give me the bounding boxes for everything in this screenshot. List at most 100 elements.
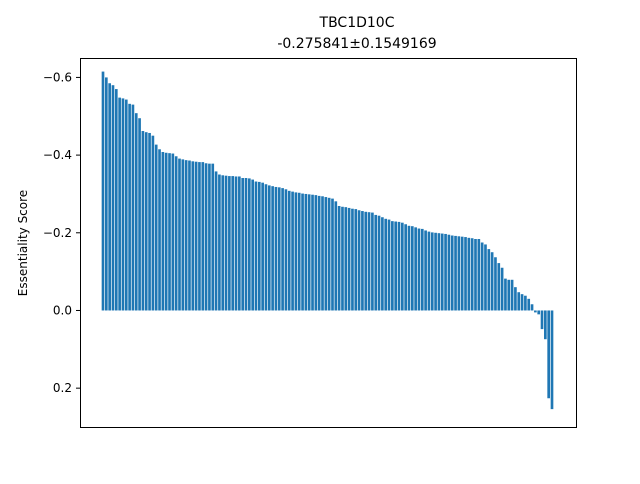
- bar: [331, 198, 334, 311]
- bar: [191, 161, 195, 311]
- y-axis-label: Essentiality Score: [16, 190, 30, 296]
- bar: [138, 118, 141, 311]
- bar: [121, 98, 125, 311]
- bar: [480, 242, 484, 311]
- bar: [231, 176, 235, 311]
- bar: [344, 207, 348, 311]
- bar: [374, 214, 378, 311]
- bar: [111, 85, 115, 311]
- bar: [261, 182, 264, 311]
- bar: [317, 195, 321, 311]
- bar: [234, 176, 238, 311]
- bar: [218, 174, 221, 311]
- bar: [517, 292, 521, 311]
- bar: [311, 194, 314, 311]
- bar: [530, 304, 534, 311]
- bar: [171, 153, 175, 311]
- bar: [417, 228, 421, 311]
- bar: [497, 263, 501, 311]
- bar: [420, 228, 424, 311]
- plot-frame: [80, 58, 577, 428]
- bar: [287, 190, 291, 311]
- bar: [281, 188, 284, 311]
- bar: [124, 99, 128, 311]
- bar: [168, 153, 171, 311]
- bar: [161, 152, 165, 311]
- y-tick-label: 0.2: [53, 381, 72, 395]
- bars-group: [101, 71, 554, 410]
- bar: [321, 196, 324, 311]
- bar: [540, 310, 544, 330]
- bar: [274, 186, 278, 311]
- bar: [391, 221, 394, 311]
- bar: [304, 193, 308, 311]
- bar: [377, 215, 381, 311]
- bar: [437, 233, 441, 311]
- bar: [148, 132, 151, 311]
- bar: [384, 218, 388, 311]
- bar: [105, 77, 108, 311]
- bar: [307, 194, 311, 311]
- bar: [457, 236, 461, 311]
- y-tick-label: −0.6: [43, 70, 72, 84]
- chart-title: TBC1D10C: [319, 15, 395, 31]
- bar: [527, 298, 531, 311]
- y-axis: −0.6 −0.4 −0.2 0.0 0.2: [43, 70, 80, 395]
- bar: [151, 135, 155, 311]
- bar: [550, 310, 554, 410]
- bar: [464, 237, 467, 311]
- bar: [534, 310, 537, 313]
- chart-subtitle: -0.275841±0.1549169: [277, 36, 436, 52]
- bar: [467, 237, 471, 311]
- bar: [164, 152, 168, 311]
- bar: [204, 163, 208, 311]
- bar: [341, 206, 344, 311]
- bar: [504, 278, 507, 311]
- bar: [454, 235, 457, 311]
- bar: [514, 287, 517, 311]
- y-tick-label: 0.0: [53, 303, 72, 317]
- bar: [537, 310, 541, 315]
- bar: [500, 267, 504, 311]
- bar: [208, 163, 211, 311]
- bar: [154, 144, 158, 311]
- y-tick-label: −0.4: [43, 148, 72, 162]
- bar: [387, 219, 391, 311]
- bar: [134, 113, 138, 311]
- bar: [101, 71, 105, 311]
- bar: [414, 227, 417, 311]
- bar: [301, 193, 304, 311]
- bar: [244, 178, 248, 311]
- bar: [284, 189, 288, 311]
- bar: [128, 103, 131, 311]
- bar: [361, 211, 364, 311]
- bar: [327, 197, 331, 311]
- bar: [440, 233, 444, 311]
- bar: [324, 197, 328, 311]
- bar: [257, 181, 261, 311]
- bar: [424, 230, 427, 311]
- bar: [174, 156, 178, 311]
- bar: [470, 238, 474, 311]
- bar: [447, 234, 451, 311]
- bar: [131, 104, 135, 311]
- bar: [524, 295, 527, 311]
- bar: [254, 181, 258, 311]
- bar: [248, 178, 251, 311]
- bar: [158, 149, 161, 311]
- bar: [144, 132, 148, 311]
- bar: [238, 176, 241, 311]
- bar: [460, 236, 464, 311]
- bar: [264, 184, 268, 311]
- bar: [547, 310, 550, 399]
- bar: [351, 208, 354, 311]
- bar: [434, 232, 437, 311]
- bar: [188, 160, 191, 311]
- bar: [108, 83, 111, 311]
- bar: [224, 175, 228, 311]
- bar: [201, 162, 205, 311]
- bar: [367, 212, 371, 311]
- bar: [427, 231, 431, 311]
- y-tick-label: −0.2: [43, 226, 72, 240]
